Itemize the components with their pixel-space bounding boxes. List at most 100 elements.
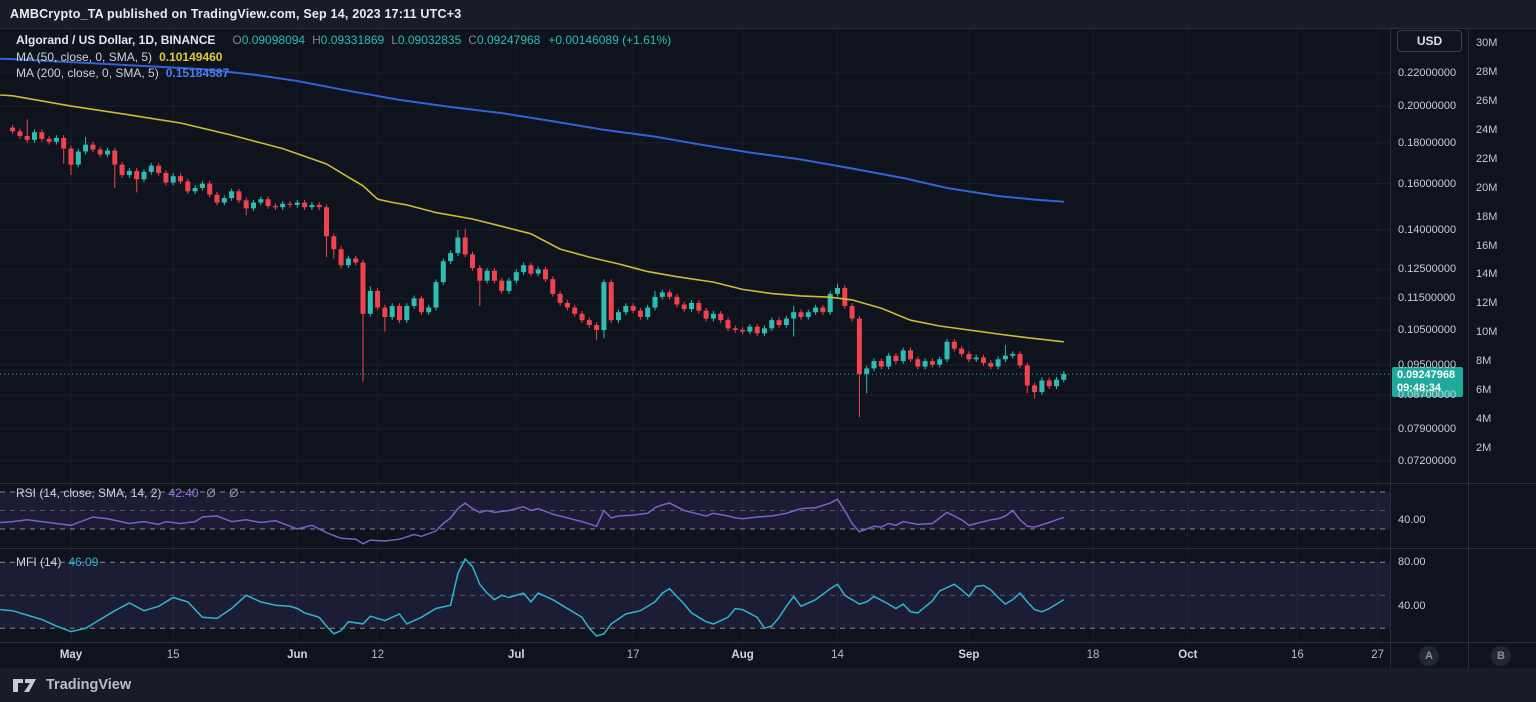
bar-countdown: 09:48:34 [1397, 382, 1442, 395]
ma200-legend[interactable]: MA (200, close, 0, SMA, 5) 0.15184587 [16, 66, 229, 80]
candle [360, 262, 366, 314]
candle [689, 302, 694, 310]
candle [199, 183, 205, 189]
high-label: H [312, 33, 321, 47]
time-axis-label: 14 [831, 649, 844, 661]
ma200-value: 0.15184587 [165, 66, 230, 80]
candle [762, 328, 767, 334]
candle [959, 348, 965, 354]
candle [404, 305, 410, 321]
candle [864, 368, 870, 374]
candle [280, 203, 286, 208]
candle [630, 305, 636, 311]
candle [170, 176, 176, 183]
candle [973, 357, 979, 360]
candle [156, 165, 162, 173]
volume-axis-label: 24M [1476, 123, 1498, 136]
candle [236, 191, 242, 201]
candle [229, 191, 235, 199]
open-label: O [232, 33, 242, 47]
candle [470, 254, 475, 269]
ma50-line [0, 94, 1064, 343]
candle [302, 202, 308, 208]
ma50-legend[interactable]: MA (50, close, 0, SMA, 5) 0.10149460 [16, 50, 222, 64]
rsi-legend[interactable]: RSI (14, close, SMA, 14, 2) 42.40 Ø Ø [16, 486, 243, 500]
header-title: AMBCrypto_TA published on TradingView.co… [10, 7, 462, 21]
candle [32, 132, 37, 140]
candle [455, 237, 461, 254]
candle [528, 265, 534, 274]
candle [499, 280, 505, 291]
volume-axis-label: 28M [1476, 65, 1498, 78]
candle [966, 353, 972, 360]
candle [594, 325, 600, 330]
candle [915, 359, 921, 367]
time-axis-label: Sep [958, 649, 980, 661]
candle [944, 341, 950, 360]
candle [389, 305, 395, 317]
candle [433, 282, 439, 308]
candle [820, 307, 826, 313]
mfi-axis-label: 80.00 [1398, 556, 1426, 569]
symbol-legend[interactable]: Algorand / US Dollar, 1D, BINANCE O0.0909… [16, 33, 671, 47]
candle [586, 320, 592, 326]
candle [192, 188, 198, 192]
price-axis-label: 0.07900000 [1398, 422, 1457, 435]
candle [46, 138, 52, 142]
candle [112, 150, 118, 165]
candle [491, 270, 497, 281]
candle [732, 328, 738, 330]
candle [637, 310, 643, 317]
candle [513, 272, 519, 281]
candle [17, 131, 23, 137]
candle [61, 137, 67, 149]
candle [484, 270, 490, 281]
candle [535, 269, 541, 274]
ma50-label: MA (50, close, 0, SMA, 5) [16, 50, 153, 64]
price-axis-label: 0.12500000 [1398, 263, 1457, 276]
time-scale[interactable]: May 15 Jun 12 Jul 17 Aug 14 Sep 18 Oct 16 27 [0, 642, 1536, 668]
candle [477, 268, 483, 281]
candle [90, 144, 96, 150]
candle [521, 265, 527, 273]
mfi-legend[interactable]: MFI (14) 46.09 [16, 555, 98, 569]
ma50-value: 0.10149460 [159, 50, 223, 64]
candle [835, 287, 840, 294]
candle [1054, 379, 1059, 387]
candle [119, 164, 125, 176]
volume-axis-label: 20M [1476, 181, 1498, 194]
volume-axis-label: 14M [1476, 268, 1498, 281]
scale-mode-a-button[interactable]: A [1419, 646, 1439, 666]
candle [813, 307, 819, 313]
time-axis-label: Aug [731, 649, 754, 661]
candle [703, 310, 709, 319]
volume-axis-label: 30M [1476, 37, 1498, 49]
candle [659, 292, 665, 297]
scale-mode-b-button[interactable]: B [1491, 646, 1511, 666]
candle [798, 312, 804, 317]
candle [747, 326, 753, 332]
candle [1032, 385, 1038, 393]
candle [83, 144, 89, 152]
candle [988, 362, 994, 367]
candle [258, 199, 264, 203]
candle [316, 204, 322, 208]
candle [440, 261, 446, 283]
candle [287, 203, 293, 205]
candle [754, 326, 760, 334]
candle [375, 290, 381, 308]
currency-toggle-button[interactable]: USD [1397, 30, 1462, 52]
candle [937, 359, 943, 365]
volume-axis-label: 22M [1476, 152, 1498, 165]
candle [426, 307, 432, 313]
candle [338, 249, 344, 266]
candle [871, 361, 877, 369]
time-axis-label: 12 [371, 649, 384, 661]
candle [550, 279, 556, 294]
footer-bar: TradingView [0, 668, 1536, 702]
candle [696, 302, 702, 311]
candle [345, 258, 351, 266]
candle [783, 318, 789, 326]
candle [981, 357, 986, 363]
